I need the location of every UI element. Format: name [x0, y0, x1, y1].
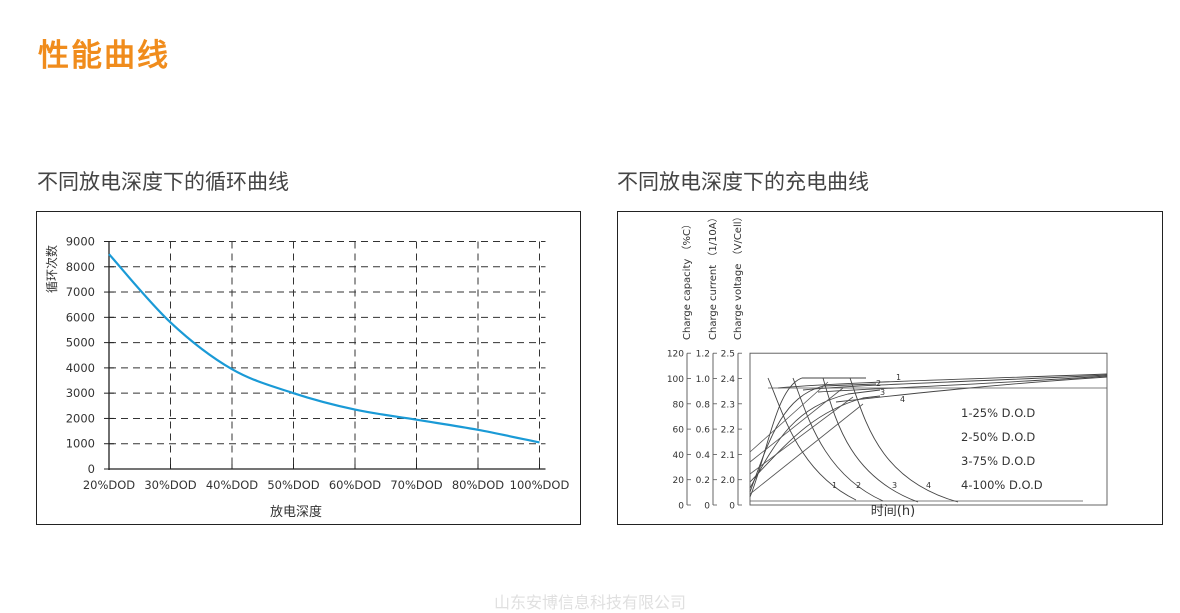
legend-entry: 1-25% D.O.D: [961, 406, 1035, 420]
scale-tick-label: 0.2: [696, 476, 710, 486]
capacity-curve-4: [749, 395, 881, 483]
transition-line-4: [749, 381, 829, 453]
scale-tick-label: 2.3: [721, 400, 735, 410]
voltage-curve-4: [835, 376, 1108, 403]
y-tick-label: 4000: [66, 361, 95, 375]
transition-line-3: [749, 387, 844, 463]
transition-line-1: [749, 403, 864, 495]
x-tick-label: 80%DOD: [452, 478, 504, 492]
scale-tick-label: 20: [673, 476, 685, 486]
scale-tick-label: 120: [667, 350, 684, 360]
page-title: 性能曲线: [38, 38, 170, 74]
y-tick-label: 7000: [66, 285, 95, 299]
x-axis-label: 时间(h): [871, 504, 915, 519]
curve-number-label: 2: [856, 481, 861, 490]
current-curve-2: [792, 377, 884, 502]
curve-number-label: 1: [896, 373, 901, 382]
curve-number-label: 1: [832, 481, 837, 490]
scale-tick-label: 0: [729, 502, 735, 512]
scale-tick-label: 0.6: [696, 426, 711, 436]
curve-number-label: 4: [926, 481, 931, 490]
cycle-chart-panel: 0 1000 2000 3000 4000 5000 6000 7000 8000 9000 20%…: [36, 211, 581, 525]
scale-tick-label: 2.1: [721, 451, 735, 461]
plot-frame: [749, 352, 1108, 506]
scale-axis-label-3: Charge voltage （V/Cell）: [732, 212, 744, 340]
y-tick-label: 3000: [66, 386, 95, 400]
x-tick-label: 70%DOD: [390, 478, 442, 492]
scale-tick-label: 0: [704, 502, 710, 512]
y-tick-label: 5000: [66, 336, 95, 350]
scale-tick-label: 2.4: [721, 375, 736, 385]
scale-axis-label-1: Charge capacity （%C）: [681, 219, 693, 340]
transition-line-2: [749, 396, 854, 475]
curve-number-label: 3: [892, 481, 897, 490]
voltage-curve-1: [777, 373, 1108, 389]
legend-entry: 2-50% D.O.D: [961, 430, 1035, 444]
y-axis-label: 循环次数: [44, 245, 59, 293]
scale-tick-label: 2.0: [721, 476, 736, 486]
current-curve-4: [849, 377, 959, 503]
cycle-chart: 0 1000 2000 3000 4000 5000 6000 7000 8000 9000 20%…: [44, 234, 570, 520]
legend-entry: 4-100% D.O.D: [961, 478, 1043, 492]
curve-number-label: 4: [900, 395, 905, 404]
scale-tick-label: 0.4: [696, 451, 711, 461]
scale-axis-label-2: Charge current （1/10A）: [707, 212, 719, 340]
legend-entry: 3-75% D.O.D: [961, 454, 1035, 468]
company-watermark: 山东安博信息科技有限公司: [493, 593, 686, 612]
y-tick-label: 9000: [66, 234, 95, 248]
curve-number-label: 2: [876, 379, 881, 388]
x-tick-label: 50%DOD: [267, 478, 319, 492]
charge-chart-panel: 0 20 40 60 80 100 120 Charge capacity （%C） 0 0.2 0…: [617, 211, 1163, 525]
scale-tick-label: 2.5: [721, 350, 735, 360]
y-tick-label: 2000: [66, 411, 95, 425]
current-curve-3: [822, 377, 919, 503]
x-axis-label: 放电深度: [270, 504, 322, 520]
scale-tick-label: 60: [673, 426, 685, 436]
scale-tick-label: 100: [667, 375, 684, 385]
scale-tick-label: 1.0: [696, 375, 711, 385]
curve-number-label: 3: [880, 388, 885, 397]
cycle-chart-subtitle: 不同放电深度下的循环曲线: [37, 170, 289, 194]
cycle-life-curve: [108, 253, 540, 444]
x-tick-label: 100%DOD: [510, 478, 570, 492]
current-curve-1: [767, 377, 857, 501]
scale-tick-label: 1.2: [696, 350, 710, 360]
charge-chart-subtitle: 不同放电深度下的充电曲线: [617, 170, 869, 194]
x-tick-label: 60%DOD: [329, 478, 381, 492]
scale-tick-label: 0.8: [696, 400, 711, 410]
scale-tick-label: 0: [678, 502, 684, 512]
capacity-curve-1: [749, 377, 866, 498]
voltage-curve-3: [817, 375, 1108, 393]
y-tick-label: 0: [88, 462, 95, 476]
x-tick-label: 40%DOD: [206, 478, 258, 492]
y-tick-label: 6000: [66, 310, 95, 324]
y-tick-label: 1000: [66, 437, 95, 451]
x-tick-label: 30%DOD: [144, 478, 196, 492]
scale-tick-label: 2.2: [721, 426, 735, 436]
scale-tick-label: 80: [673, 400, 685, 410]
scale-tick-label: 40: [673, 451, 685, 461]
capacity-curve-3: [749, 389, 881, 489]
x-tick-label: 20%DOD: [83, 478, 135, 492]
y-tick-label: 8000: [66, 260, 95, 274]
